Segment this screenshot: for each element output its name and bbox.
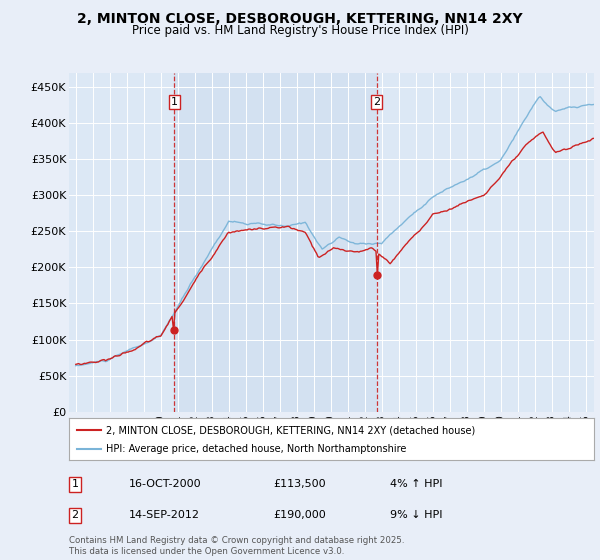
Text: 9% ↓ HPI: 9% ↓ HPI: [390, 510, 443, 520]
Text: £190,000: £190,000: [273, 510, 326, 520]
Text: 1: 1: [170, 97, 178, 106]
Bar: [174, 73, 377, 412]
Text: Price paid vs. HM Land Registry's House Price Index (HPI): Price paid vs. HM Land Registry's House …: [131, 24, 469, 37]
Text: 2, MINTON CLOSE, DESBOROUGH, KETTERING, NN14 2XY (detached house): 2, MINTON CLOSE, DESBOROUGH, KETTERING, …: [106, 425, 475, 435]
Text: 2, MINTON CLOSE, DESBOROUGH, KETTERING, NN14 2XY: 2, MINTON CLOSE, DESBOROUGH, KETTERING, …: [77, 12, 523, 26]
Text: 4% ↑ HPI: 4% ↑ HPI: [390, 479, 443, 489]
Text: 14-SEP-2012: 14-SEP-2012: [129, 510, 200, 520]
Text: 2: 2: [71, 510, 79, 520]
Text: HPI: Average price, detached house, North Northamptonshire: HPI: Average price, detached house, Nort…: [106, 444, 406, 454]
Text: 2: 2: [373, 97, 380, 106]
Text: 16-OCT-2000: 16-OCT-2000: [129, 479, 202, 489]
Text: 1: 1: [71, 479, 79, 489]
Text: £113,500: £113,500: [273, 479, 326, 489]
Text: Contains HM Land Registry data © Crown copyright and database right 2025.
This d: Contains HM Land Registry data © Crown c…: [69, 536, 404, 556]
